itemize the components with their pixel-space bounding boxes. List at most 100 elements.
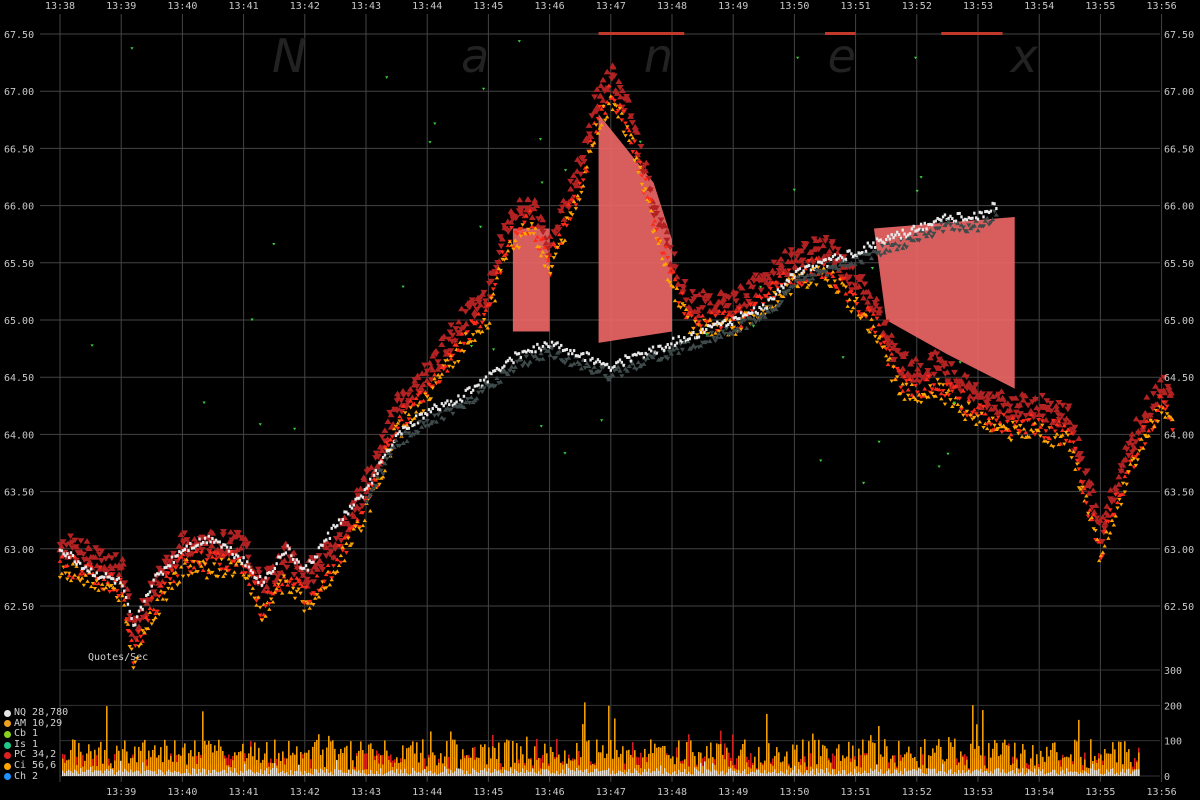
volume-bar <box>528 758 530 776</box>
pc-quote-marker <box>138 597 146 604</box>
pc-quote-marker <box>984 400 992 407</box>
pc-quote-marker <box>699 305 707 311</box>
ci-quote-marker <box>1089 515 1095 519</box>
volume-bar <box>702 773 704 776</box>
pc-quote-marker <box>1054 422 1060 427</box>
ci-quote-marker <box>142 630 147 634</box>
volume-bar <box>820 756 822 776</box>
pc-quote-marker <box>732 298 740 305</box>
nq-quote-marker <box>752 306 756 310</box>
pc-quote-marker <box>143 599 151 606</box>
nq-quote-marker <box>414 414 418 418</box>
ci-quote-marker <box>439 372 445 376</box>
volume-bar <box>282 751 284 776</box>
pc-quote-marker <box>1078 478 1084 483</box>
volume-bar <box>772 772 774 776</box>
pc-quote-marker <box>1074 458 1080 463</box>
pc-quote-marker <box>1101 525 1109 532</box>
volume-bar <box>898 740 900 776</box>
ci-quote-marker <box>619 111 625 115</box>
volume-bar <box>340 748 342 776</box>
cb-quote-marker <box>202 401 206 405</box>
volume-bar <box>296 746 298 776</box>
volume-bar <box>688 771 690 776</box>
volume-bar <box>402 773 404 776</box>
pc-quote-marker <box>941 32 1003 35</box>
nq-quote-marker <box>450 411 456 416</box>
volume-bar <box>986 770 988 776</box>
nq-quote-marker <box>464 388 467 392</box>
volume-bar <box>312 774 314 776</box>
volume-bar <box>446 768 448 776</box>
volume-bar <box>540 768 542 776</box>
pc-quote-marker <box>344 550 349 555</box>
volume-bar <box>812 768 814 776</box>
nq-quote-marker <box>286 544 289 548</box>
pc-quote-marker <box>604 86 612 93</box>
volume-bar <box>506 770 508 776</box>
volume-tick-label: 200 <box>1164 701 1182 712</box>
nq-quote-marker <box>925 227 928 231</box>
ci-quote-marker <box>382 468 388 473</box>
pc-quote-marker <box>411 401 417 406</box>
pc-quote-marker <box>752 272 760 279</box>
volume-bar <box>862 739 864 776</box>
ci-quote-marker <box>1029 427 1034 432</box>
ci-quote-marker <box>391 426 397 431</box>
ci-quote-marker <box>432 376 437 381</box>
pc-quote-marker <box>224 565 230 570</box>
pc-quote-marker <box>1022 412 1030 419</box>
ci-quote-marker <box>1018 424 1023 428</box>
volume-bar <box>632 757 634 776</box>
pc-quote-marker <box>1170 428 1176 432</box>
volume-bar <box>416 772 418 776</box>
x-tick-label-top: 13:41 <box>229 1 259 12</box>
ci-quote-marker <box>290 586 296 591</box>
pc-quote-marker <box>479 320 485 325</box>
volume-bar <box>664 768 666 776</box>
nq-quote-marker <box>749 311 752 315</box>
volume-bar <box>710 771 712 776</box>
x-tick-label-bottom: 13:47 <box>596 787 626 798</box>
ci-quote-marker <box>122 603 127 607</box>
volume-bar <box>286 758 288 776</box>
volume-bar <box>1110 753 1112 776</box>
pc-quote-marker <box>1043 429 1049 434</box>
pc-quote-marker <box>59 539 67 545</box>
volume-bar <box>1090 739 1092 776</box>
nq-quote-marker <box>982 218 988 223</box>
y-tick-label-right: 66.50 <box>1164 144 1194 155</box>
pc-quote-marker <box>1082 486 1087 491</box>
volume-bar <box>842 755 844 776</box>
nq-quote-marker <box>831 255 835 259</box>
nq-quote-marker <box>110 577 113 581</box>
pc-quote-marker <box>1140 425 1146 430</box>
volume-bar <box>654 771 656 776</box>
ci-quote-marker <box>966 401 972 406</box>
volume-bar <box>746 774 748 776</box>
ci-quote-marker <box>682 304 687 308</box>
nq-quote-marker <box>269 571 273 575</box>
volume-bar <box>278 773 280 776</box>
nq-quote-marker <box>604 376 610 381</box>
ci-quote-marker <box>581 184 586 188</box>
pc-quote-marker <box>1096 539 1102 544</box>
volume-bar <box>84 771 86 776</box>
volume-bar <box>520 746 522 776</box>
nq-quote-marker <box>659 356 665 361</box>
nq-quote-marker <box>727 323 730 327</box>
volume-bar <box>534 746 536 776</box>
nq-quote-marker <box>213 540 216 544</box>
nq-quote-marker <box>867 252 873 257</box>
nq-quote-marker <box>420 421 427 426</box>
volume-bar <box>362 750 364 776</box>
ci-quote-marker <box>279 591 285 595</box>
ci-quote-marker <box>1038 434 1043 438</box>
nq-quote-marker <box>209 540 212 544</box>
volume-bar <box>972 705 974 776</box>
ci-quote-marker <box>948 398 953 402</box>
volume-bar <box>142 742 144 776</box>
nq-quote-marker <box>934 219 937 223</box>
ci-quote-marker <box>362 518 367 523</box>
nq-quote-marker <box>563 348 567 352</box>
